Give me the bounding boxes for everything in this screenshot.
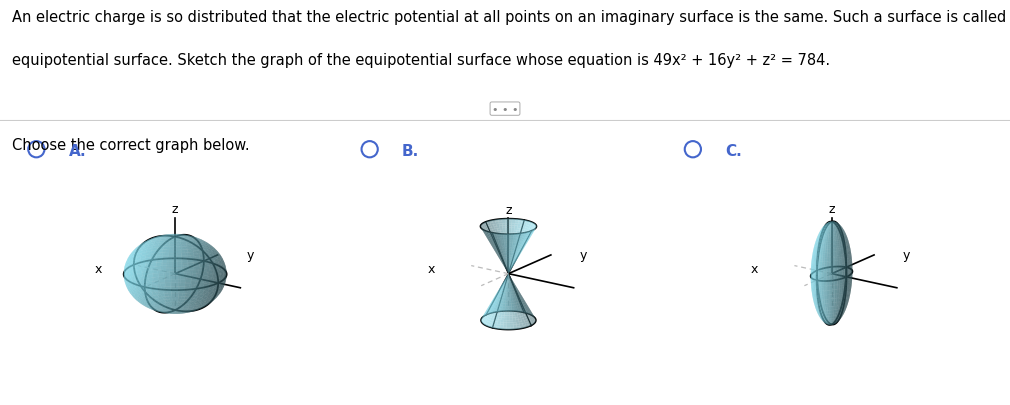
- Text: A.: A.: [69, 143, 86, 158]
- Text: An electric charge is so distributed that the electric potential at all points o: An electric charge is so distributed tha…: [12, 10, 1010, 25]
- Text: • • •: • • •: [492, 104, 518, 114]
- Text: equipotential surface. Sketch the graph of the equipotential surface whose equat: equipotential surface. Sketch the graph …: [12, 53, 830, 68]
- Text: C.: C.: [725, 143, 742, 158]
- Text: Choose the correct graph below.: Choose the correct graph below.: [12, 138, 249, 153]
- Text: B.: B.: [402, 143, 419, 158]
